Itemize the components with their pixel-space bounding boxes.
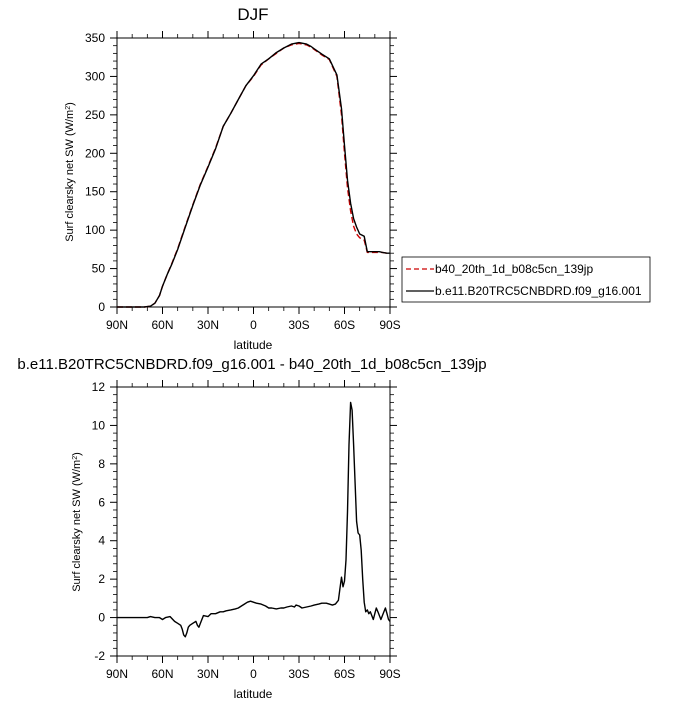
x-tick-label: 60S (334, 667, 355, 681)
y-tick-label: 8 (98, 457, 105, 471)
y-tick-label: 200 (85, 146, 105, 160)
x-tick-label: 30S (288, 318, 309, 332)
legend-label-series-2: b.e11.B20TRC5CNBDRD.f09_g16.001 (435, 284, 642, 298)
x-tick-label: 0 (250, 667, 257, 681)
x-tick-label: 30N (197, 318, 219, 332)
y-tick-label: 0 (98, 300, 105, 314)
y-tick-label: 10 (92, 418, 106, 432)
legend-label-series-1: b40_20th_1d_b08c5cn_139jp (435, 262, 593, 276)
x-tick-label: 60N (151, 667, 173, 681)
bottom-x-axis-label: latitude (234, 687, 273, 701)
top-plot-frame (116, 37, 391, 308)
bottom-series (117, 401, 391, 638)
x-tick-label: 30S (288, 667, 309, 681)
bottom-y-axis-label: Surf clearsky net SW (W/m2) (71, 452, 83, 592)
x-tick-label: 90N (106, 667, 128, 681)
series-line-2 (117, 41, 390, 308)
y-tick-label: 150 (85, 185, 105, 199)
x-tick-label: 30N (197, 667, 219, 681)
y-tick-label: 6 (98, 495, 105, 509)
y-tick-label: 350 (85, 31, 105, 45)
bottom-chart-title: b.e11.B20TRC5CNBDRD.f09_g16.001 - b40_20… (17, 356, 486, 373)
y-tick-label: 50 (92, 262, 106, 276)
x-tick-label: 90S (379, 318, 400, 332)
series-line-1 (117, 42, 390, 308)
legend-box (401, 256, 651, 303)
y-tick-label: 300 (85, 69, 105, 83)
top-chart: DJF 90N 60N 30N 0 30S 60S 90S 0 50 100 150 200 250 30… (64, 5, 401, 352)
x-tick-label: 60N (151, 318, 173, 332)
top-x-axis-label: latitude (234, 338, 273, 352)
y-tick-label: 100 (85, 223, 105, 237)
bottom-chart: b.e11.B20TRC5CNBDRD.f09_g16.001 - b40_20… (17, 356, 486, 701)
y-tick-label: 12 (92, 380, 106, 394)
y-tick-label: -2 (94, 649, 105, 663)
y-tick-label: 2 (98, 572, 105, 586)
bottom-axes: 90N 60N 30N 0 30S 60S 90S -2 0 2 4 6 8 10 12 (92, 380, 401, 681)
top-axes: 90N 60N 30N 0 30S 60S 90S 0 50 100 150 200 250 300 350 (85, 31, 401, 332)
y-tick-label: 250 (85, 108, 105, 122)
series-line-1 (117, 401, 391, 638)
y-tick-label: 0 (98, 611, 105, 625)
legend: b40_20th_1d_b08c5cn_139jp b.e11.B20TRC5C… (401, 256, 651, 303)
x-tick-label: 0 (250, 318, 257, 332)
x-tick-label: 90S (379, 667, 400, 681)
top-chart-title: DJF (237, 5, 268, 24)
x-tick-label: 90N (106, 318, 128, 332)
top-series (117, 41, 390, 308)
x-tick-label: 60S (334, 318, 355, 332)
top-y-axis-label: Surf clearsky net SW (W/m2) (64, 102, 76, 242)
y-tick-label: 4 (98, 534, 105, 548)
